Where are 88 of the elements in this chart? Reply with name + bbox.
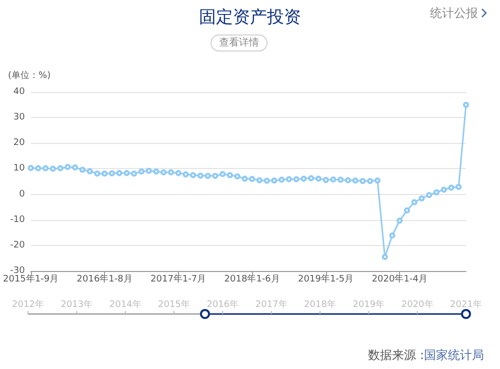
point [322, 176, 329, 183]
point [197, 172, 204, 179]
text: 2020年 [401, 299, 434, 310]
point [72, 164, 78, 170]
y-axis-title: (单位：%) [8, 70, 51, 81]
x-tick-label: 2020年1-4月 [372, 274, 428, 284]
point [264, 178, 270, 184]
point [28, 164, 34, 171]
y-tick-label: 10 [13, 164, 26, 174]
point [434, 189, 440, 196]
point [463, 102, 469, 108]
point [271, 177, 278, 184]
y-tick-label: -10 [10, 214, 26, 225]
point [315, 176, 322, 182]
x-tick-label: 2017年1-7月 [150, 274, 206, 284]
point [190, 172, 196, 178]
point [256, 177, 262, 184]
text: 2014年 [109, 299, 142, 310]
point [116, 170, 122, 176]
point [42, 165, 49, 172]
point [360, 178, 366, 184]
point [168, 169, 174, 176]
x-tick-label: 2019年1-5月 [298, 274, 354, 284]
point [138, 168, 144, 175]
point [57, 165, 64, 172]
point [124, 170, 130, 176]
y-tick-label: -20 [10, 240, 26, 250]
y-tick-label: 0 [19, 189, 26, 200]
point [50, 166, 56, 172]
point [426, 192, 432, 198]
point [94, 170, 100, 177]
point [220, 171, 226, 178]
point [418, 195, 425, 202]
point [352, 177, 358, 184]
text: 统计公报 [430, 6, 478, 20]
point [411, 199, 418, 206]
x-tick-label: 2018年1-6月 [224, 274, 280, 284]
chart-title: 固定资产投资 [199, 8, 301, 28]
point [226, 172, 233, 178]
point [404, 207, 410, 214]
point [308, 175, 314, 182]
point [278, 176, 285, 183]
point [249, 176, 256, 182]
point [456, 184, 462, 190]
x-tick-label: 2015年1-9月 [2, 274, 59, 284]
point [35, 165, 42, 172]
point [131, 170, 138, 177]
y-tick-label: 20 [13, 138, 26, 148]
text: 2012年 [12, 299, 44, 310]
point [382, 254, 388, 260]
point [212, 172, 218, 179]
y-tick-label: 40 [13, 87, 26, 97]
y-tick-label: 30 [13, 112, 26, 123]
point [234, 173, 240, 180]
y-tick-label: -30 [10, 266, 26, 276]
point [86, 168, 93, 174]
point [344, 177, 351, 184]
point [64, 164, 71, 170]
point [448, 184, 454, 191]
point [374, 177, 380, 184]
point [160, 169, 167, 176]
point [108, 170, 115, 176]
point [338, 176, 344, 183]
text: 2018年 [304, 299, 336, 310]
point [175, 170, 182, 176]
point [146, 168, 152, 174]
point [286, 176, 292, 182]
text: 2019年 [352, 299, 385, 310]
text: 2013年 [60, 299, 93, 310]
point [300, 176, 307, 182]
text: 查看详情 [219, 36, 259, 48]
point [367, 178, 374, 184]
text: 2021年 [450, 299, 482, 310]
point [102, 170, 108, 177]
point [293, 176, 300, 182]
point [389, 232, 396, 238]
point [242, 176, 248, 182]
text: 2016年 [206, 299, 239, 310]
x-tick-label: 2016年1-8月 [76, 274, 132, 284]
point [396, 218, 403, 224]
point [79, 166, 86, 173]
point [330, 176, 336, 182]
point [204, 172, 211, 179]
text: 2017年 [255, 299, 288, 310]
text: 2015年 [158, 299, 190, 310]
point [153, 168, 160, 175]
point [440, 186, 447, 193]
point [182, 171, 189, 178]
